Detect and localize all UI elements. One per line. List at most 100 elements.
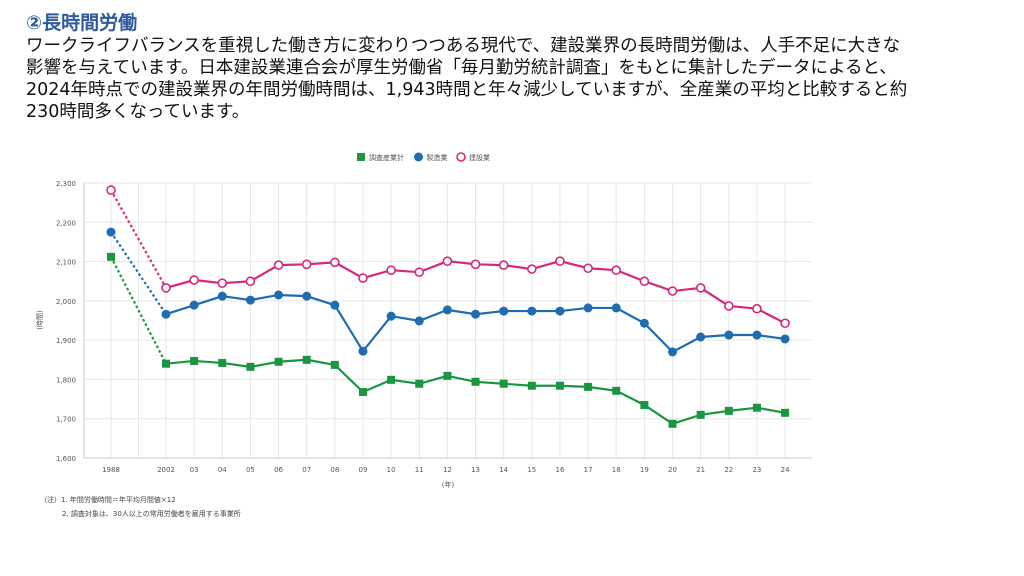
data-point (724, 330, 734, 340)
data-point (639, 318, 649, 328)
data-point (217, 291, 227, 301)
data-point (724, 406, 733, 415)
data-point (387, 375, 396, 384)
x-tick-label: 16 (555, 466, 564, 474)
x-tick-label: 24 (781, 466, 790, 474)
data-point (527, 381, 536, 390)
data-point (443, 371, 452, 380)
data-point (499, 306, 509, 316)
data-point (217, 278, 228, 288)
chart-note-2: 2. 調査対象は、30人以上の常用労働者を雇用する事業所 (62, 510, 241, 518)
data-point (189, 300, 199, 310)
x-tick-label: 2002 (157, 466, 175, 474)
legend-label: 調査産業計 (369, 153, 404, 162)
series-dotted-segment (110, 256, 167, 365)
data-point (471, 377, 480, 386)
y-tick-label: 1,600 (56, 455, 76, 463)
data-point (302, 291, 312, 301)
data-point (358, 388, 367, 396)
y-tick-label: 2,200 (56, 219, 76, 227)
data-point (218, 358, 227, 367)
data-point (527, 306, 537, 316)
data-point (414, 267, 425, 277)
paragraph-line: 230時間多くなっています。 (26, 102, 250, 122)
x-tick-label: 08 (330, 466, 339, 474)
x-tick-label: 10 (387, 466, 396, 474)
data-point (668, 347, 678, 357)
data-point (161, 283, 171, 293)
data-point (162, 359, 170, 368)
x-tick-label: 17 (584, 466, 593, 474)
data-point (471, 309, 481, 319)
data-point (752, 403, 761, 412)
data-point (780, 334, 790, 344)
data-point (330, 257, 340, 268)
y-tick-label: 2,300 (56, 180, 76, 188)
data-point (781, 408, 790, 417)
x-tick-label: 05 (246, 466, 255, 474)
data-point (555, 306, 565, 316)
data-point (106, 185, 116, 195)
data-point (302, 355, 311, 364)
x-tick-label: 1988 (102, 466, 120, 474)
data-point (414, 316, 424, 326)
data-point (274, 290, 284, 300)
data-point (696, 410, 705, 419)
chart-note-1: （注）1. 年間労働時間＝年平均月間値×12 (40, 496, 176, 504)
data-point (330, 300, 340, 310)
data-point (780, 318, 790, 329)
x-tick-label: 14 (499, 466, 508, 474)
legend-label: 製造業 (427, 153, 448, 162)
series-dotted-segment (110, 189, 167, 289)
data-point (584, 382, 593, 391)
data-point (752, 303, 762, 314)
x-tick-label: 19 (640, 466, 649, 474)
paragraph-line: 影響を与えています。日本建設業連合会が厚生労働省「毎月勤労統計調査」をもとに集計… (26, 58, 897, 78)
paragraph-line: 2024年時点での建設業界の年間労働時間は、1,943時間と年々減少していますが… (26, 80, 908, 100)
data-point (583, 263, 593, 274)
data-point (415, 379, 424, 388)
y-tick-label: 2,000 (56, 298, 76, 306)
x-tick-label: 09 (359, 466, 368, 474)
x-tick-label: 07 (302, 466, 311, 474)
data-point (358, 346, 368, 356)
x-tick-label: 21 (696, 466, 705, 474)
paragraph-line: ワークライフバランスを重視した働き方に変わりつつある現代で、建設業界の長時間労働… (26, 36, 901, 56)
data-point (499, 379, 508, 388)
x-tick-label: 20 (668, 466, 677, 474)
data-point (106, 227, 116, 237)
x-tick-label: 12 (443, 466, 452, 474)
data-point (527, 264, 537, 274)
data-point (442, 305, 452, 315)
data-point (190, 356, 199, 365)
x-tick-label: 22 (724, 466, 733, 474)
data-point (442, 256, 453, 266)
data-point (245, 276, 256, 287)
data-point (555, 256, 565, 266)
data-point (107, 252, 115, 261)
data-point (330, 360, 339, 369)
legend-marker (414, 152, 423, 162)
data-point (667, 286, 678, 296)
data-point (723, 301, 734, 311)
data-point (301, 259, 312, 270)
y-tick-label: 2,100 (56, 259, 76, 267)
x-tick-label: 18 (612, 466, 621, 474)
legend-label: 建設業 (469, 153, 490, 162)
data-point (386, 311, 396, 321)
data-point (696, 332, 706, 342)
x-tick-label: 13 (471, 466, 480, 474)
x-axis-title: (年) (442, 480, 455, 489)
data-point (358, 273, 368, 283)
x-tick-label: 06 (274, 466, 283, 474)
data-point (695, 283, 706, 293)
legend-marker (456, 152, 466, 162)
series-dotted-segment (110, 231, 167, 315)
data-point (640, 400, 649, 409)
x-tick-label: 11 (415, 466, 424, 474)
data-point (612, 386, 621, 395)
data-point (583, 303, 593, 313)
data-point (161, 309, 171, 319)
data-point (611, 303, 621, 313)
x-tick-label: 23 (752, 466, 761, 474)
